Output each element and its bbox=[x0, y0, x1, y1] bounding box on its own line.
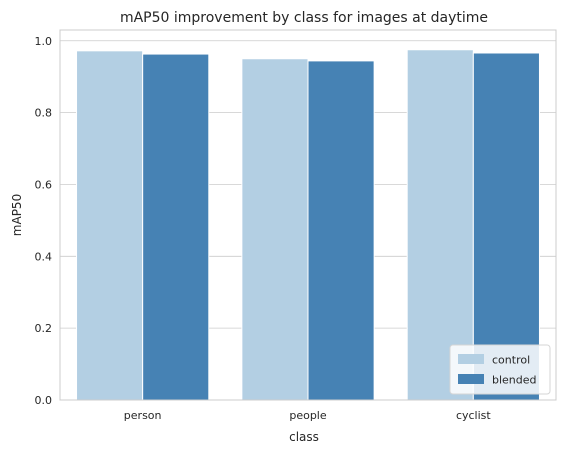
y-tick-label: 1.0 bbox=[35, 35, 53, 48]
y-tick-label: 0.6 bbox=[35, 178, 53, 191]
y-tick-label: 0.0 bbox=[35, 394, 53, 407]
x-tick-label: person bbox=[124, 409, 162, 422]
y-tick-label: 0.4 bbox=[35, 250, 53, 263]
legend-box bbox=[449, 344, 551, 395]
x-axis-label: class bbox=[289, 430, 319, 444]
x-tick-label: cyclist bbox=[456, 409, 491, 422]
x-tick-label: people bbox=[289, 409, 327, 422]
chart-title: mAP50 improvement by class for images at… bbox=[120, 10, 488, 26]
legend-label-blended: blended bbox=[492, 374, 537, 387]
legend-swatch-blended bbox=[458, 374, 484, 384]
legend-label-control: control bbox=[492, 354, 530, 367]
tick-labels: 0.0 0.2 0.4 0.6 0.8 1.0 person people cyclist bbox=[35, 35, 492, 422]
legend: control blended bbox=[449, 344, 551, 395]
bar-blended-people bbox=[307, 60, 375, 401]
plot-frame bbox=[59, 29, 557, 401]
bar-control-person bbox=[76, 50, 144, 401]
y-tick-label: 0.8 bbox=[35, 107, 53, 120]
y-tick-label: 0.2 bbox=[35, 322, 53, 335]
bar-blended-cyclist bbox=[472, 52, 540, 401]
legend-swatch-control bbox=[458, 354, 484, 364]
y-axis-label: mAP50 bbox=[10, 194, 24, 236]
bar-blended-person bbox=[142, 53, 210, 401]
bars bbox=[76, 49, 540, 401]
axes bbox=[59, 29, 557, 401]
bar-control-people bbox=[241, 58, 309, 401]
